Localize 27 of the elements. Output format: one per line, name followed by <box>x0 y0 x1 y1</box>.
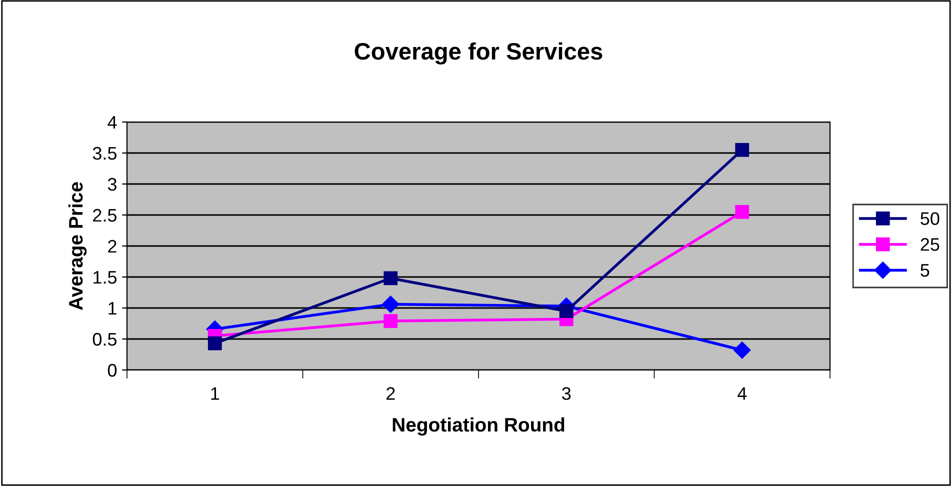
y-tick-label: 1 <box>108 302 116 315</box>
point <box>734 342 751 359</box>
y-tick-label: 0.5 <box>92 332 117 346</box>
y-tick-label: 1.5 <box>94 271 117 284</box>
point <box>735 142 750 157</box>
y-axis-title: Average Price <box>68 182 87 310</box>
y-tick-label: 4 <box>108 116 117 129</box>
chart-title: Coverage for Services <box>354 42 602 65</box>
y-tick-label: 2.5 <box>93 208 117 222</box>
point <box>559 304 574 318</box>
x-tick-label: 4 <box>738 387 747 400</box>
x-tick-label: 1 <box>211 387 220 400</box>
y-tick-label: 2 <box>108 240 116 253</box>
y-tick-label: 3.5 <box>92 146 117 160</box>
y-tick-label: 0 <box>108 364 117 377</box>
legend-label: 5 <box>920 264 930 277</box>
x-tick-label: 3 <box>562 387 571 400</box>
point <box>208 336 222 350</box>
point <box>384 314 398 328</box>
point <box>735 204 750 219</box>
point <box>384 271 398 286</box>
x-tick-label: 2 <box>386 387 395 400</box>
y-tick-label: 3 <box>108 178 116 191</box>
x-axis-title: Negotiation Round <box>392 417 564 436</box>
legend-label: 50 <box>920 212 940 225</box>
point <box>382 296 400 313</box>
legend-label: 25 <box>920 238 940 251</box>
